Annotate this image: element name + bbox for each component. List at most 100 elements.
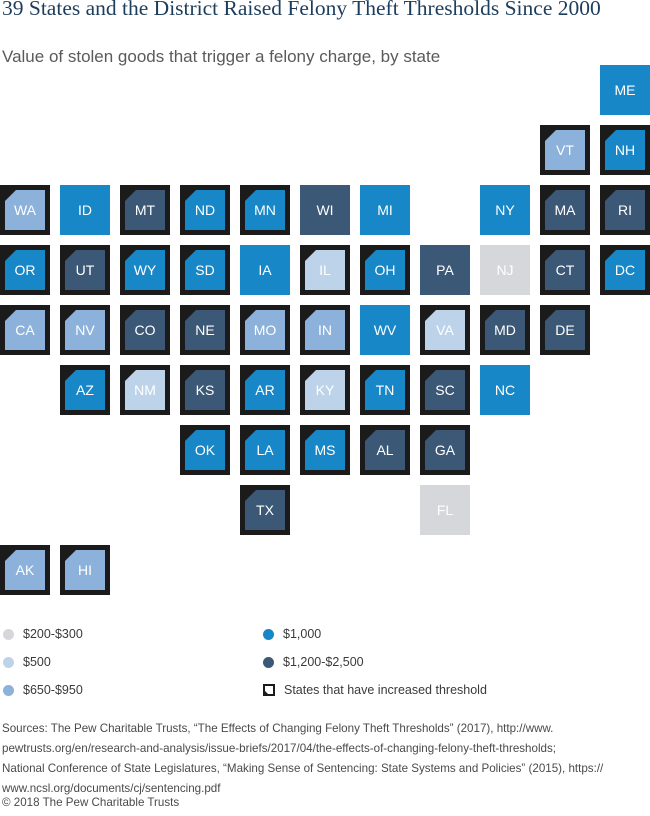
state-tile-fill — [185, 250, 225, 290]
state-tile-fill — [245, 190, 285, 230]
state-label: WI — [316, 202, 333, 218]
state-label: NV — [75, 322, 95, 338]
state-tile-fill — [305, 430, 345, 470]
state-tile-va: VA — [420, 305, 470, 355]
state-tile-fill — [185, 190, 225, 230]
state-label: MD — [494, 322, 516, 338]
tile-map: ME VT NH WA ID MT ND MN WI MI NY MA RI OR UT WY SD IA IL OH… — [0, 65, 650, 595]
state-tile-fill — [420, 485, 470, 535]
state-tile-nm: NM — [120, 365, 170, 415]
state-tile-la: LA — [240, 425, 290, 475]
sources-line: Sources: The Pew Charitable Trusts, “The… — [2, 722, 554, 735]
legend-label-increased: States that have increased threshold — [284, 683, 487, 697]
state-tile-il: IL — [300, 245, 350, 295]
state-tile-fill — [185, 370, 225, 410]
state-tile-ky: KY — [300, 365, 350, 415]
legend-label-650-950: $650-$950 — [23, 683, 83, 697]
state-label: KY — [316, 382, 335, 398]
state-tile-fill — [365, 430, 405, 470]
state-tile-fill — [245, 430, 285, 470]
state-label: KS — [196, 382, 215, 398]
state-tile-fl: FL — [420, 485, 470, 535]
state-tile-fill — [60, 185, 110, 235]
state-label: NY — [495, 202, 515, 218]
state-tile-fill — [305, 250, 345, 290]
state-label: MN — [254, 202, 276, 218]
state-tile-nj: NJ — [480, 245, 530, 295]
state-tile-fill — [485, 310, 525, 350]
state-tile-fill — [425, 370, 465, 410]
state-tile-ak: AK — [0, 545, 50, 595]
state-tile-md: MD — [480, 305, 530, 355]
copyright: © 2018 The Pew Charitable Trusts — [2, 796, 180, 809]
legend-swatch-1200-2500 — [263, 656, 274, 668]
state-tile-al: AL — [360, 425, 410, 475]
state-tile-wy: WY — [120, 245, 170, 295]
state-tile-nd: ND — [180, 185, 230, 235]
sources-note: Sources: The Pew Charitable Trusts, “The… — [2, 719, 648, 799]
state-label: AK — [16, 562, 35, 578]
state-label: CT — [556, 262, 575, 278]
state-label: SD — [195, 262, 214, 278]
state-label: DE — [555, 322, 574, 338]
state-tile-fill — [545, 310, 585, 350]
state-tile-ks: KS — [180, 365, 230, 415]
state-label: PA — [436, 262, 454, 278]
legend-swatch-500 — [3, 656, 14, 668]
state-tile-ut: UT — [60, 245, 110, 295]
state-tile-in: IN — [300, 305, 350, 355]
sources-line: www.ncsl.org/documents/cj/sentencing.pdf — [2, 782, 221, 795]
state-label: NM — [134, 382, 156, 398]
state-tile-fill — [185, 430, 225, 470]
state-label: NE — [195, 322, 214, 338]
state-label: GA — [435, 442, 456, 458]
legend-item-increased: States that have increased threshold — [263, 683, 487, 697]
state-tile-fill — [245, 310, 285, 350]
state-tile-fill — [605, 130, 645, 170]
state-tile-ga: GA — [420, 425, 470, 475]
state-tile-fill — [545, 130, 585, 170]
state-label: SC — [435, 382, 454, 398]
state-label: ME — [615, 82, 636, 98]
legend-item-650-950: $650-$950 — [3, 683, 83, 697]
legend-swatch-650-950 — [3, 684, 14, 696]
state-label: LA — [256, 442, 274, 458]
sources-line: National Conference of State Legislature… — [2, 762, 604, 775]
state-label: OK — [195, 442, 216, 458]
state-tile-fill — [300, 185, 350, 235]
state-tile-co: CO — [120, 305, 170, 355]
state-tile-fill — [245, 370, 285, 410]
state-tile-ny: NY — [480, 185, 530, 235]
state-tile-fill — [240, 245, 290, 295]
state-label: TN — [376, 382, 395, 398]
state-tile-ok: OK — [180, 425, 230, 475]
state-label: WY — [134, 262, 157, 278]
state-label: VA — [436, 322, 454, 338]
state-tile-sc: SC — [420, 365, 470, 415]
state-label: OH — [375, 262, 396, 278]
sources-line: pewtrusts.org/en/research-and-analysis/i… — [2, 742, 556, 755]
state-label: NH — [615, 142, 635, 158]
state-tile-nh: NH — [600, 125, 650, 175]
state-tile-fill — [245, 490, 285, 530]
state-tile-dc: DC — [600, 245, 650, 295]
state-tile-me: ME — [600, 65, 650, 115]
state-label: FL — [437, 502, 454, 518]
state-tile-fill — [425, 430, 465, 470]
state-tile-fill — [305, 370, 345, 410]
state-label: DC — [615, 262, 635, 278]
state-label: MA — [555, 202, 577, 218]
state-label: UT — [76, 262, 95, 278]
state-label: WV — [374, 322, 397, 338]
legend-swatch-200-300 — [3, 628, 14, 640]
state-label: AL — [376, 442, 393, 458]
state-tile-nv: NV — [60, 305, 110, 355]
state-label: NC — [495, 382, 515, 398]
increased-threshold-icon — [263, 684, 275, 696]
state-tile-fill — [65, 550, 105, 590]
state-tile-fill — [5, 250, 45, 290]
state-tile-fill — [305, 310, 345, 350]
state-tile-ar: AR — [240, 365, 290, 415]
state-tile-fill — [65, 370, 105, 410]
state-tile-mo: MO — [240, 305, 290, 355]
